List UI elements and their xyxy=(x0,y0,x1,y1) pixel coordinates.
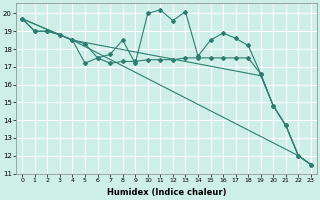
X-axis label: Humidex (Indice chaleur): Humidex (Indice chaleur) xyxy=(107,188,226,197)
